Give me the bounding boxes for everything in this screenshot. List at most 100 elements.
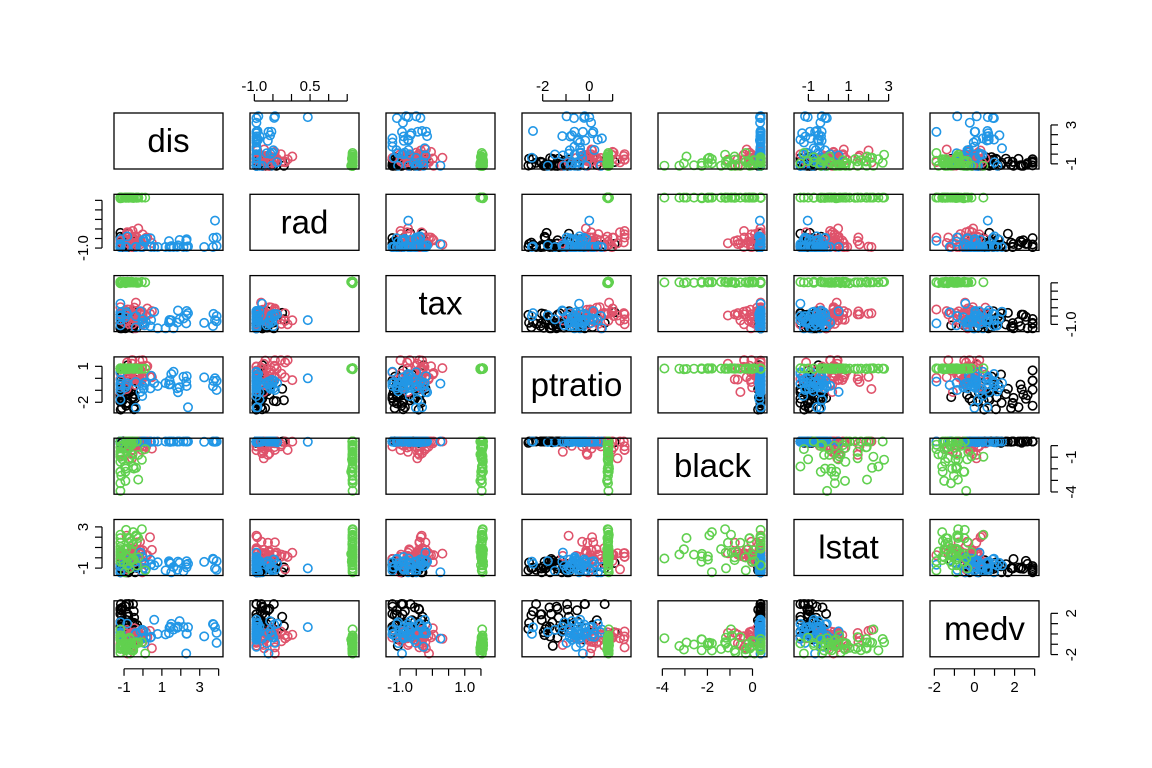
data-point xyxy=(952,111,963,122)
data-point xyxy=(587,128,598,139)
data-point xyxy=(526,152,537,163)
data-point xyxy=(570,160,581,171)
panel-frame xyxy=(249,112,360,170)
data-point xyxy=(824,151,835,162)
panel-dis-vs-rad xyxy=(249,111,360,171)
panel-black-vs-rad xyxy=(249,436,360,496)
data-point xyxy=(265,148,276,159)
data-point xyxy=(755,152,766,163)
data-point xyxy=(850,154,861,165)
data-point xyxy=(588,126,599,137)
data-point xyxy=(261,148,272,159)
data-point xyxy=(964,117,975,128)
data-point xyxy=(393,160,404,171)
data-point xyxy=(561,111,572,122)
data-point xyxy=(706,154,717,165)
data-point xyxy=(861,474,872,485)
data-point xyxy=(120,242,131,253)
data-point xyxy=(527,126,538,137)
data-point xyxy=(1027,365,1038,376)
variable-label-rad: rad xyxy=(281,203,329,240)
data-point xyxy=(596,133,607,144)
data-point xyxy=(173,305,184,316)
data-point xyxy=(969,126,980,137)
data-point xyxy=(619,154,630,165)
data-point xyxy=(795,298,806,309)
data-point xyxy=(149,242,160,253)
data-point xyxy=(726,160,737,171)
data-point xyxy=(988,113,999,124)
data-point xyxy=(398,131,409,142)
panel-frame xyxy=(521,112,632,170)
data-point xyxy=(952,151,963,162)
data-point xyxy=(263,126,274,137)
data-point xyxy=(804,126,815,137)
data-point xyxy=(981,131,992,142)
data-point xyxy=(838,144,849,155)
panel-rad-vs-rad: rad xyxy=(249,193,360,251)
data-point xyxy=(931,318,942,329)
data-point xyxy=(996,397,1007,408)
data-point xyxy=(282,444,293,455)
data-point xyxy=(199,317,210,328)
data-point xyxy=(659,277,670,288)
panel-tax-vs-ptratio xyxy=(521,274,632,334)
panel-ptratio-vs-ptratio: ptratio xyxy=(521,356,632,414)
data-point xyxy=(210,215,221,226)
data-point xyxy=(798,148,809,159)
panel-black-vs-dis xyxy=(113,436,224,496)
data-point xyxy=(398,135,409,146)
data-point xyxy=(411,111,422,122)
data-point xyxy=(659,363,670,374)
data-point xyxy=(931,148,942,159)
data-point xyxy=(210,373,221,384)
data-point xyxy=(879,149,890,160)
data-point xyxy=(251,113,262,124)
data-point xyxy=(389,152,400,163)
panel-frame xyxy=(385,112,496,170)
data-point xyxy=(133,474,144,485)
data-point xyxy=(730,160,741,171)
panel-dis-vs-ptratio xyxy=(521,111,632,171)
data-point xyxy=(841,157,852,168)
panel-frame xyxy=(113,112,224,170)
data-point xyxy=(417,126,428,137)
data-point xyxy=(164,236,175,247)
data-point xyxy=(251,141,262,152)
data-point xyxy=(282,154,293,165)
data-point xyxy=(946,392,957,403)
data-point xyxy=(208,242,219,253)
data-point xyxy=(808,152,819,163)
data-point xyxy=(183,402,194,413)
data-point xyxy=(122,227,133,238)
data-point xyxy=(994,130,1005,141)
panel-ptratio-vs-tax xyxy=(385,355,496,415)
data-point xyxy=(1007,157,1018,168)
data-point xyxy=(619,149,630,160)
data-point xyxy=(391,113,402,124)
panel-frame xyxy=(657,112,768,170)
data-point xyxy=(302,373,313,384)
panel-frame xyxy=(929,112,1040,170)
data-point xyxy=(579,111,590,122)
data-point xyxy=(269,111,280,122)
panel-tax-vs-lstat xyxy=(793,274,904,334)
data-point xyxy=(798,137,809,148)
panel-rad-vs-dis xyxy=(113,192,224,253)
data-point xyxy=(199,372,210,383)
data-point xyxy=(1027,400,1038,411)
data-point xyxy=(574,298,585,309)
panel-tax-vs-rad xyxy=(249,274,360,334)
panel-tax-vs-black xyxy=(657,274,768,334)
data-point xyxy=(140,233,151,244)
data-point xyxy=(592,134,603,145)
data-point xyxy=(387,141,398,152)
data-point xyxy=(435,378,446,389)
panel-rad-vs-black xyxy=(657,192,768,253)
data-point xyxy=(986,152,997,163)
data-point xyxy=(1013,153,1024,164)
data-point xyxy=(146,242,157,253)
panel-dis-vs-dis: dis xyxy=(113,112,224,170)
data-point xyxy=(577,152,588,163)
data-point xyxy=(563,148,574,159)
